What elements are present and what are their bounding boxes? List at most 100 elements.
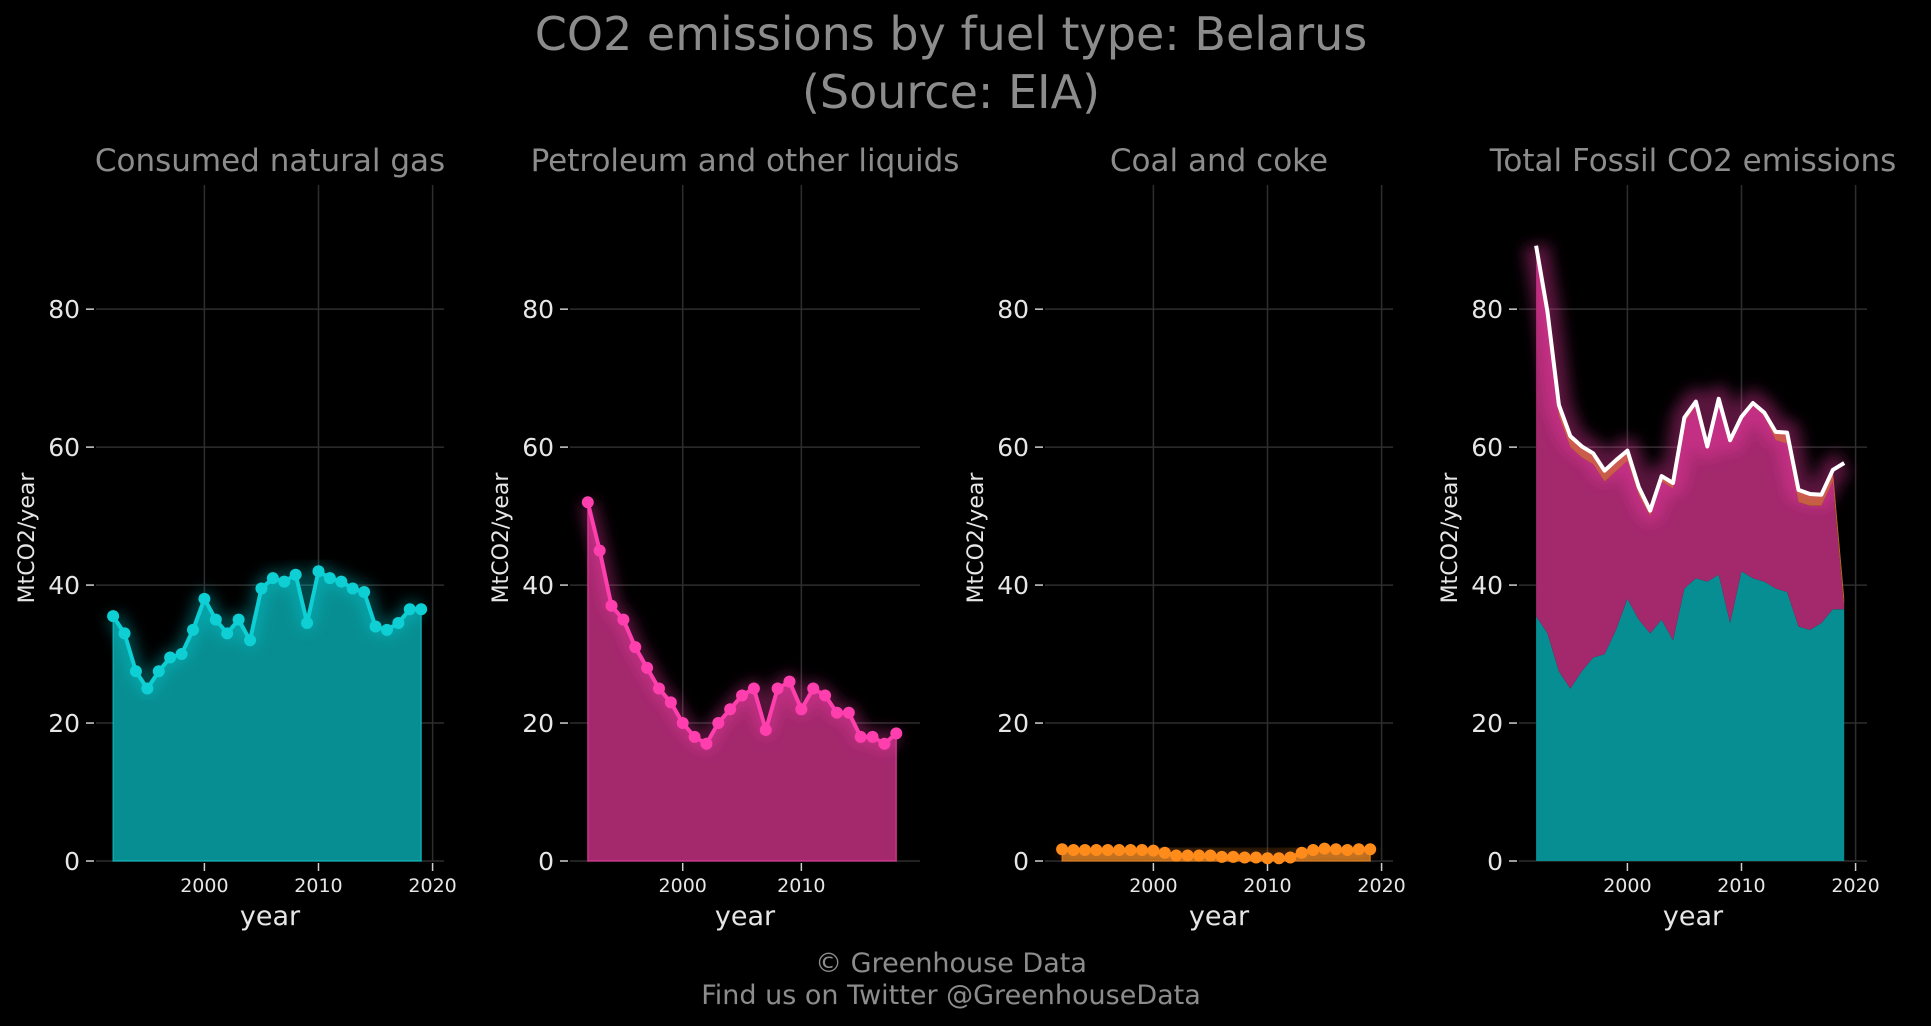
data-point (186, 623, 199, 636)
data-point (819, 689, 832, 702)
data-point (415, 603, 428, 616)
y-tick-label: 40 (1471, 571, 1503, 600)
data-point (783, 675, 796, 688)
data-point (1238, 851, 1251, 864)
data-point (289, 568, 302, 581)
x-tick-label: 2020 (1831, 875, 1879, 897)
data-point (1329, 843, 1342, 856)
data-point (1101, 843, 1114, 856)
data-point (301, 617, 314, 630)
data-point (1056, 843, 1069, 856)
x-axis-label: year (1189, 901, 1250, 932)
y-tick-label: 20 (1471, 709, 1503, 738)
y-axis-label: MtCO2/year (964, 472, 989, 604)
data-point (795, 703, 808, 716)
data-point (747, 682, 760, 695)
data-point (1067, 843, 1080, 856)
data-point (1272, 852, 1285, 865)
series-line (111, 569, 422, 691)
x-axis-label: year (240, 901, 301, 932)
data-point (878, 737, 891, 750)
data-point (1135, 843, 1148, 856)
data-point (380, 623, 393, 636)
data-point (403, 603, 416, 616)
data-point (712, 717, 725, 730)
data-point (1227, 850, 1240, 863)
data-point (312, 565, 325, 578)
x-tick-label: 2020 (1357, 875, 1405, 897)
y-tick-label: 60 (1471, 433, 1503, 462)
y-tick-label: 80 (1471, 295, 1503, 324)
data-point (1284, 851, 1297, 864)
x-tick-label: 2020 (408, 875, 456, 897)
panel-title: Petroleum and other liquids (531, 143, 960, 179)
data-point (164, 651, 177, 664)
y-tick-label: 60 (48, 433, 80, 462)
data-point (1090, 843, 1103, 856)
data-point (890, 727, 903, 740)
data-point (141, 682, 154, 695)
series-area (587, 502, 898, 862)
panel-title: Consumed natural gas (95, 143, 445, 179)
x-axis-label: year (1663, 901, 1724, 932)
data-point (842, 706, 855, 719)
stack-area-petroleum (1536, 257, 1845, 689)
footer-copyright: © Greenhouse Data (815, 948, 1087, 979)
data-point (724, 703, 737, 716)
data-point (1113, 843, 1126, 856)
data-point (866, 730, 879, 743)
x-axis-label: year (715, 901, 776, 932)
data-point (392, 617, 405, 630)
data-point (232, 613, 245, 626)
data-point (854, 730, 867, 743)
y-tick-label: 20 (48, 709, 80, 738)
y-tick-label: 0 (538, 847, 554, 876)
x-tick-label: 2000 (1603, 875, 1651, 897)
data-point (1318, 842, 1331, 855)
data-point (209, 613, 222, 626)
y-tick-label: 0 (1487, 847, 1503, 876)
data-point (1078, 843, 1091, 856)
y-tick-label: 40 (997, 571, 1029, 600)
y-tick-label: 80 (522, 295, 554, 324)
data-point (107, 610, 120, 623)
data-point (1261, 852, 1274, 865)
data-point (1307, 843, 1320, 856)
data-point (605, 599, 618, 612)
y-axis-label: MtCO2/year (489, 472, 514, 604)
data-point (1295, 846, 1308, 859)
data-point (736, 689, 749, 702)
data-point (1147, 844, 1160, 857)
panel-title: Coal and coke (1110, 143, 1328, 179)
stack-area-gas (1536, 571, 1845, 861)
data-point (830, 706, 843, 719)
x-tick-label: 2010 (1717, 875, 1765, 897)
y-tick-label: 20 (997, 709, 1029, 738)
data-point (807, 682, 820, 695)
x-tick-label: 2000 (180, 875, 228, 897)
data-point (688, 730, 701, 743)
data-point (278, 575, 291, 588)
data-point (1181, 849, 1194, 862)
panel-petroleum: 0 20 40 60 80 2000 2010 Petroleum and other liq… (489, 143, 959, 932)
figure-title-line2: (Source: EIA) (802, 65, 1100, 119)
data-point (335, 575, 348, 588)
data-point (1352, 843, 1365, 856)
panel-title: Total Fossil CO2 emissions (1489, 143, 1897, 179)
data-point (676, 717, 689, 730)
data-point (1124, 843, 1137, 856)
data-point (1250, 851, 1263, 864)
data-point (152, 665, 165, 678)
data-point (617, 613, 630, 626)
x-tick-label: 2000 (659, 875, 707, 897)
data-point (1158, 846, 1171, 859)
data-point (1341, 843, 1354, 856)
y-tick-label: 80 (48, 295, 80, 324)
data-point (593, 544, 606, 557)
x-tick-label: 2000 (1129, 875, 1177, 897)
data-point (198, 592, 211, 605)
y-tick-label: 40 (48, 571, 80, 600)
data-point (266, 572, 279, 585)
figure-title-line1: CO2 emissions by fuel type: Belarus (535, 7, 1368, 61)
panel-coal: 0 20 40 60 80 2000 2010 2020 Coal and coke year Mt… (964, 143, 1406, 932)
